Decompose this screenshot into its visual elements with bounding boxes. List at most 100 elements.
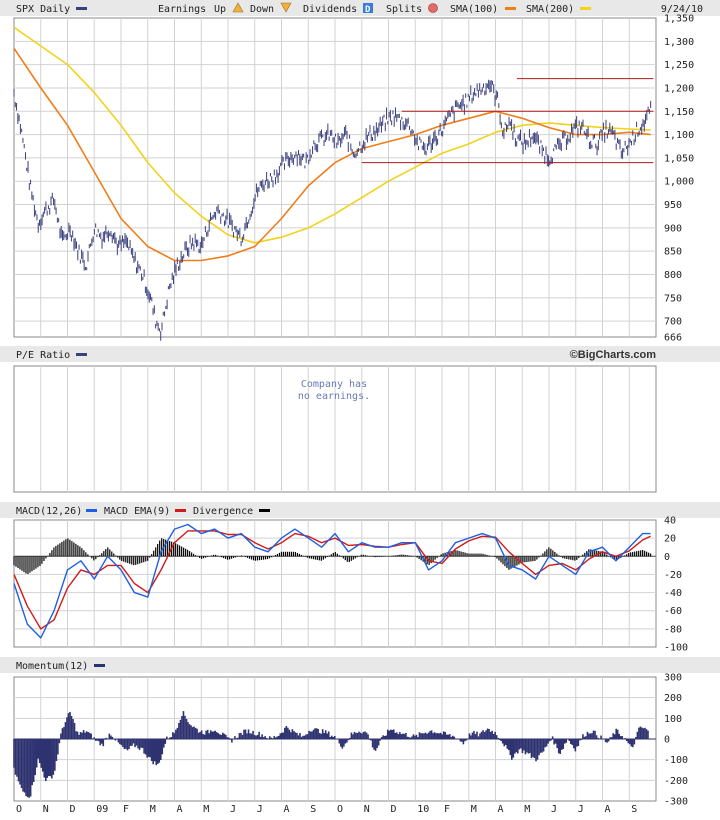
x-axis: O N D 09 F M A M J J A S O N D 10 F M A M J J A S <box>16 804 637 815</box>
momentum-swatch <box>94 664 105 667</box>
macd-ema-label: MACD EMA(9) <box>104 506 170 517</box>
macd-line <box>13 523 651 639</box>
pe-grid <box>40 366 630 492</box>
divergence-label: Divergence <box>193 506 253 517</box>
macd-header-bar <box>0 502 720 518</box>
x-tick-label: J <box>230 804 236 815</box>
x-tick-label: M <box>150 804 156 815</box>
y-tick-label: 700 <box>664 317 682 328</box>
earnings-label: Earnings <box>158 4 206 15</box>
y-tick-label: -100 <box>664 755 688 766</box>
x-tick-label: D <box>70 804 76 815</box>
earnings-down-icon <box>280 2 292 13</box>
y-tick-label: 1,050 <box>664 153 694 164</box>
x-tick-label: A <box>498 804 504 815</box>
splits-label: Splits <box>386 4 422 15</box>
x-tick-label: M <box>524 804 530 815</box>
x-tick-label: O <box>16 804 22 815</box>
divergence-swatch <box>259 509 270 512</box>
x-tick-label: M <box>471 804 477 815</box>
y-tick-label: 20 <box>664 534 676 545</box>
macd-ema-swatch <box>175 509 186 512</box>
ticker-label: SPX Daily <box>16 4 70 15</box>
x-tick-label: A <box>605 804 611 815</box>
y-tick-label: 300 <box>664 673 682 684</box>
x-tick-label: A <box>284 804 290 815</box>
pe-header-bar <box>0 346 720 362</box>
y-tick-label: 1,250 <box>664 60 694 71</box>
y-tick-label: 40 <box>664 516 676 527</box>
pe-title: P/E Ratio <box>16 350 70 361</box>
y-tick-label: 0 <box>664 735 670 746</box>
y-tick-label: -200 <box>664 776 688 787</box>
x-tick-label: J <box>551 804 557 815</box>
sma100-line <box>13 47 651 262</box>
sma100-swatch <box>505 7 516 10</box>
y-tick-label: 0 <box>664 552 670 563</box>
y-tick-label: 1,000 <box>664 177 694 188</box>
x-tick-label: F <box>123 804 129 815</box>
x-tick-label: J <box>578 804 584 815</box>
sma200-label: SMA(200) <box>526 4 574 15</box>
earnings-up-label: Up <box>214 4 226 15</box>
x-tick-label: 09 <box>96 804 108 815</box>
pe-note-line1: Company has <box>301 379 367 390</box>
y-tick-label: 666 <box>664 333 682 344</box>
macd-series-layer <box>13 523 656 639</box>
sma200-swatch <box>580 7 591 10</box>
dividends-label: Dividends <box>303 4 357 15</box>
x-tick-label: A <box>177 804 183 815</box>
price-y-axis: 1,350 1,300 1,250 1,200 1,150 1,100 1,050 1,000… <box>664 14 694 344</box>
y-tick-label: -300 <box>664 797 688 808</box>
x-tick-label: 10 <box>417 804 429 815</box>
y-tick-label: 1,150 <box>664 107 694 118</box>
price-header-bar <box>0 0 720 16</box>
pe-swatch <box>76 353 87 356</box>
y-tick-label: -40 <box>664 588 682 599</box>
y-tick-label: 900 <box>664 223 682 234</box>
y-tick-label: 750 <box>664 293 682 304</box>
x-tick-label: N <box>43 804 49 815</box>
earnings-up-icon <box>232 2 244 13</box>
y-tick-label: 1,300 <box>664 37 694 48</box>
pe-note-line2: no earnings. <box>298 391 370 402</box>
x-tick-label: S <box>310 804 316 815</box>
x-tick-label: O <box>337 804 343 815</box>
sma100-label: SMA(100) <box>450 4 498 15</box>
price-series-layer <box>13 26 654 341</box>
earnings-down-label: Down <box>250 4 274 15</box>
ticker-swatch <box>76 7 87 10</box>
y-tick-label: -80 <box>664 624 682 635</box>
y-tick-label: 850 <box>664 247 682 258</box>
y-tick-label: -20 <box>664 570 682 581</box>
y-tick-label: -100 <box>664 643 688 654</box>
dividends-badge-icon <box>363 3 373 13</box>
splits-icon <box>428 3 438 13</box>
macd-ema-line <box>13 530 651 630</box>
momentum-y-axis: 300 200 100 0 -100 -200 -300 <box>664 673 688 808</box>
y-tick-label: 200 <box>664 693 682 704</box>
x-tick-label: N <box>364 804 370 815</box>
macd-title: MACD(12,26) <box>16 506 82 517</box>
momentum-series-layer <box>13 711 656 798</box>
y-tick-label: 950 <box>664 200 682 211</box>
y-tick-label: 1,200 <box>664 83 694 94</box>
x-tick-label: S <box>631 804 637 815</box>
y-tick-label: 1,100 <box>664 130 694 141</box>
dividends-badge: D <box>365 5 371 15</box>
momentum-title: Momentum(12) <box>16 661 88 672</box>
y-tick-label: 100 <box>664 714 682 725</box>
macd-swatch <box>86 509 97 512</box>
y-tick-label: -60 <box>664 606 682 617</box>
macd-y-axis: 40 20 0 -20 -40 -60 -80 -100 <box>664 516 688 654</box>
x-tick-label: J <box>257 804 263 815</box>
x-tick-label: D <box>391 804 397 815</box>
bigcharts-brand: ©BigCharts.com <box>570 349 657 361</box>
momentum-header-bar <box>0 657 720 673</box>
x-tick-label: F <box>444 804 450 815</box>
sma200-line <box>13 26 651 244</box>
y-tick-label: 1,350 <box>664 14 694 25</box>
x-tick-label: M <box>203 804 209 815</box>
y-tick-label: 800 <box>664 270 682 281</box>
